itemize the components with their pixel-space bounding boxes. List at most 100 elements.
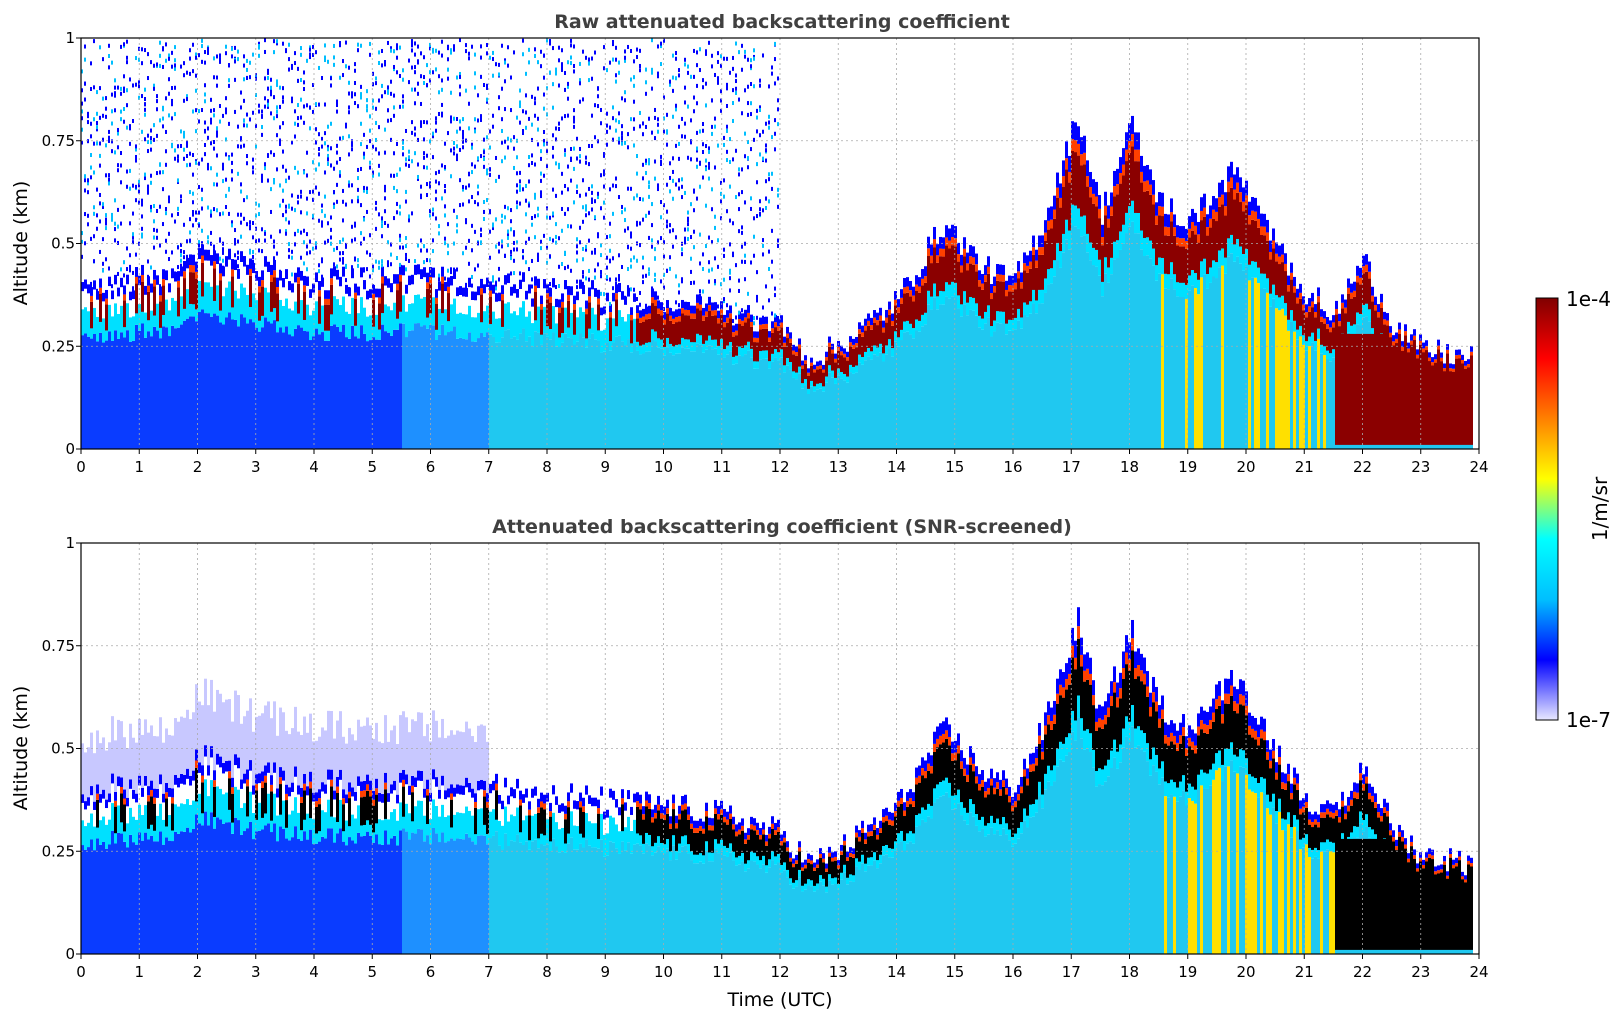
heatmap-cell	[1188, 216, 1191, 229]
heatmap-cell	[744, 154, 746, 159]
heatmap-cell	[195, 278, 198, 310]
heatmap-cell	[246, 786, 249, 817]
heatmap-cell	[420, 298, 423, 327]
heatmap-cell	[582, 219, 584, 224]
heatmap-cell	[450, 270, 452, 275]
heatmap-cell	[336, 246, 338, 251]
heatmap-cell	[615, 128, 617, 133]
heatmap-cell	[267, 104, 269, 109]
heatmap-cell	[831, 343, 834, 350]
heatmap-cell	[243, 317, 246, 449]
heatmap-cell	[699, 261, 701, 266]
heatmap-cell	[369, 128, 371, 133]
heatmap-cell	[507, 243, 509, 248]
heatmap-cell	[567, 224, 569, 229]
heatmap-cell	[171, 268, 174, 279]
heatmap-cell	[111, 92, 113, 97]
heatmap-cell	[300, 840, 303, 954]
heatmap-cell	[186, 318, 189, 449]
heatmap-cell	[309, 190, 311, 195]
heatmap-cell	[81, 140, 83, 145]
heatmap-cell	[1101, 296, 1104, 449]
heatmap-cell	[762, 129, 764, 134]
heatmap-cell	[1233, 261, 1236, 449]
heatmap-cell	[1302, 304, 1305, 311]
heatmap-cell	[555, 193, 557, 198]
heatmap-cell	[147, 187, 149, 192]
heatmap-cell	[1023, 252, 1026, 264]
heatmap-cell	[594, 247, 596, 252]
heatmap-cell	[342, 260, 344, 265]
heatmap-cell	[498, 72, 500, 77]
heatmap-cell	[1110, 274, 1113, 449]
heatmap-cell	[708, 268, 710, 273]
heatmap-cell	[1437, 349, 1440, 445]
heatmap-cell	[753, 321, 755, 326]
heatmap-cell	[438, 231, 440, 236]
heatmap-cell	[399, 262, 401, 267]
heatmap-cell	[144, 107, 146, 112]
heatmap-cell	[174, 148, 176, 153]
heatmap-cell	[1416, 354, 1419, 359]
heatmap-cell	[396, 172, 398, 177]
heatmap-cell	[648, 194, 650, 199]
heatmap-cell	[219, 322, 222, 449]
heatmap-cell	[738, 172, 740, 177]
heatmap-cell	[993, 276, 996, 287]
heatmap-cell	[957, 261, 960, 296]
heatmap-cell	[330, 121, 332, 126]
heatmap-cell	[645, 158, 647, 163]
heatmap-cell	[201, 825, 204, 954]
heatmap-cell	[336, 160, 338, 165]
heatmap-cell	[762, 252, 764, 257]
heatmap-cell	[360, 790, 363, 798]
heatmap-cell	[1014, 282, 1017, 290]
heatmap-cell	[405, 162, 407, 167]
heatmap-cell	[732, 253, 734, 258]
heatmap-cell	[81, 69, 83, 74]
heatmap-cell	[120, 833, 123, 954]
heatmap-cell	[171, 64, 173, 69]
heatmap-cell	[1257, 283, 1260, 449]
heatmap-cell	[381, 83, 383, 88]
heatmap-cell	[354, 237, 356, 242]
heatmap-cell	[129, 253, 131, 258]
heatmap-cell	[777, 76, 779, 81]
heatmap-cell	[324, 290, 327, 299]
heatmap-cell	[114, 108, 116, 113]
heatmap-cell	[378, 303, 381, 330]
heatmap-cell	[1347, 278, 1350, 288]
heatmap-cell	[300, 787, 303, 797]
heatmap-cell	[546, 38, 548, 43]
heatmap-cell	[1278, 245, 1281, 257]
heatmap-cell	[1392, 335, 1395, 342]
heatmap-cell	[1452, 368, 1455, 372]
heatmap-cell	[312, 741, 315, 793]
heatmap-cell	[213, 75, 215, 80]
heatmap-cell	[129, 186, 131, 191]
heatmap-cell	[639, 302, 641, 307]
heatmap-cell	[243, 143, 245, 148]
heatmap-cell	[138, 775, 141, 786]
heatmap-cell	[375, 200, 377, 205]
heatmap-cell	[135, 147, 137, 152]
heatmap-cell	[627, 287, 630, 297]
heatmap-cell	[156, 841, 159, 954]
heatmap-cell	[1329, 332, 1332, 354]
heatmap-cell	[432, 155, 434, 160]
heatmap-cell	[726, 56, 728, 61]
heatmap-cell	[603, 184, 605, 189]
heatmap-cell	[237, 269, 240, 279]
heatmap-cell	[1068, 171, 1071, 183]
heatmap-cell	[273, 239, 275, 244]
heatmap-cell	[357, 195, 359, 200]
heatmap-cell	[1248, 280, 1251, 449]
heatmap-cell	[294, 121, 296, 126]
heatmap-cell	[1062, 252, 1065, 449]
heatmap-cell	[1044, 240, 1047, 279]
heatmap-cell	[1158, 206, 1161, 216]
heatmap-cell	[198, 823, 201, 954]
heatmap-cell	[240, 779, 243, 789]
heatmap-cell	[210, 120, 212, 125]
heatmap-cell	[432, 47, 434, 52]
